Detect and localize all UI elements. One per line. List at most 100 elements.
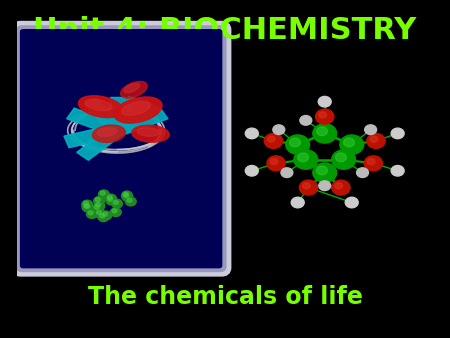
Circle shape xyxy=(95,198,100,202)
Circle shape xyxy=(112,209,117,213)
Circle shape xyxy=(370,136,378,142)
Circle shape xyxy=(93,204,104,213)
Polygon shape xyxy=(67,108,121,136)
Circle shape xyxy=(291,197,304,208)
Polygon shape xyxy=(64,125,120,148)
Circle shape xyxy=(317,127,328,136)
Ellipse shape xyxy=(78,96,123,118)
Circle shape xyxy=(122,192,133,201)
FancyBboxPatch shape xyxy=(21,30,222,268)
Circle shape xyxy=(94,205,99,209)
Circle shape xyxy=(364,125,377,135)
Circle shape xyxy=(245,128,258,139)
Circle shape xyxy=(106,194,117,203)
Ellipse shape xyxy=(124,83,140,93)
Circle shape xyxy=(335,183,342,189)
Polygon shape xyxy=(77,126,123,160)
Ellipse shape xyxy=(137,128,160,136)
Circle shape xyxy=(112,199,122,208)
Circle shape xyxy=(83,203,94,212)
Circle shape xyxy=(106,196,117,205)
Circle shape xyxy=(299,180,318,195)
Circle shape xyxy=(84,201,89,205)
Circle shape xyxy=(82,200,93,209)
Circle shape xyxy=(290,138,301,147)
Polygon shape xyxy=(113,108,168,136)
Circle shape xyxy=(107,195,112,199)
Circle shape xyxy=(317,166,328,175)
Circle shape xyxy=(364,156,382,171)
Circle shape xyxy=(302,183,310,189)
Circle shape xyxy=(124,193,129,197)
Circle shape xyxy=(286,135,310,154)
Circle shape xyxy=(332,180,350,195)
Circle shape xyxy=(391,166,404,176)
Circle shape xyxy=(123,192,128,196)
Circle shape xyxy=(340,135,364,154)
Circle shape xyxy=(267,136,275,142)
Circle shape xyxy=(298,153,309,162)
Circle shape xyxy=(345,197,358,208)
Polygon shape xyxy=(113,108,168,136)
Text: The chemicals of life: The chemicals of life xyxy=(88,285,362,310)
Circle shape xyxy=(313,124,337,143)
Circle shape xyxy=(126,197,136,206)
Circle shape xyxy=(100,191,105,195)
Circle shape xyxy=(94,197,104,206)
Ellipse shape xyxy=(114,97,162,123)
Circle shape xyxy=(344,138,355,147)
Circle shape xyxy=(98,213,109,222)
FancyBboxPatch shape xyxy=(16,26,226,271)
Circle shape xyxy=(108,197,112,201)
Circle shape xyxy=(88,211,93,215)
Circle shape xyxy=(103,212,108,216)
Circle shape xyxy=(273,125,285,135)
Circle shape xyxy=(356,168,369,177)
Circle shape xyxy=(270,159,278,165)
Circle shape xyxy=(96,210,101,214)
Circle shape xyxy=(94,201,105,210)
Polygon shape xyxy=(84,98,124,134)
Polygon shape xyxy=(67,108,121,136)
Circle shape xyxy=(294,150,318,169)
Circle shape xyxy=(300,116,312,125)
Circle shape xyxy=(127,198,132,202)
Circle shape xyxy=(264,134,283,148)
Polygon shape xyxy=(110,96,143,132)
Ellipse shape xyxy=(97,128,117,137)
Circle shape xyxy=(318,96,331,107)
Circle shape xyxy=(281,168,293,177)
Polygon shape xyxy=(112,100,158,134)
Circle shape xyxy=(391,128,404,139)
Polygon shape xyxy=(110,97,125,130)
Polygon shape xyxy=(64,125,120,148)
Circle shape xyxy=(96,202,101,207)
Circle shape xyxy=(113,200,118,204)
Circle shape xyxy=(122,191,132,200)
Circle shape xyxy=(101,211,112,220)
Circle shape xyxy=(313,163,337,182)
Ellipse shape xyxy=(132,125,169,142)
Circle shape xyxy=(367,134,385,148)
Circle shape xyxy=(245,166,258,176)
Ellipse shape xyxy=(122,101,150,115)
Circle shape xyxy=(367,159,375,165)
Polygon shape xyxy=(110,97,125,130)
Polygon shape xyxy=(77,126,123,160)
Circle shape xyxy=(82,203,93,212)
Ellipse shape xyxy=(93,125,126,142)
Circle shape xyxy=(86,210,97,218)
Polygon shape xyxy=(84,98,124,134)
Text: Unit 4: BIOCHEMISTRY: Unit 4: BIOCHEMISTRY xyxy=(33,16,417,45)
Circle shape xyxy=(315,109,334,124)
Circle shape xyxy=(319,181,331,191)
Circle shape xyxy=(84,204,89,208)
Ellipse shape xyxy=(121,81,147,98)
Circle shape xyxy=(319,112,326,118)
Ellipse shape xyxy=(85,99,112,111)
Circle shape xyxy=(267,156,285,171)
Circle shape xyxy=(99,190,109,199)
FancyBboxPatch shape xyxy=(18,28,224,269)
Circle shape xyxy=(85,204,90,209)
Circle shape xyxy=(110,208,121,217)
